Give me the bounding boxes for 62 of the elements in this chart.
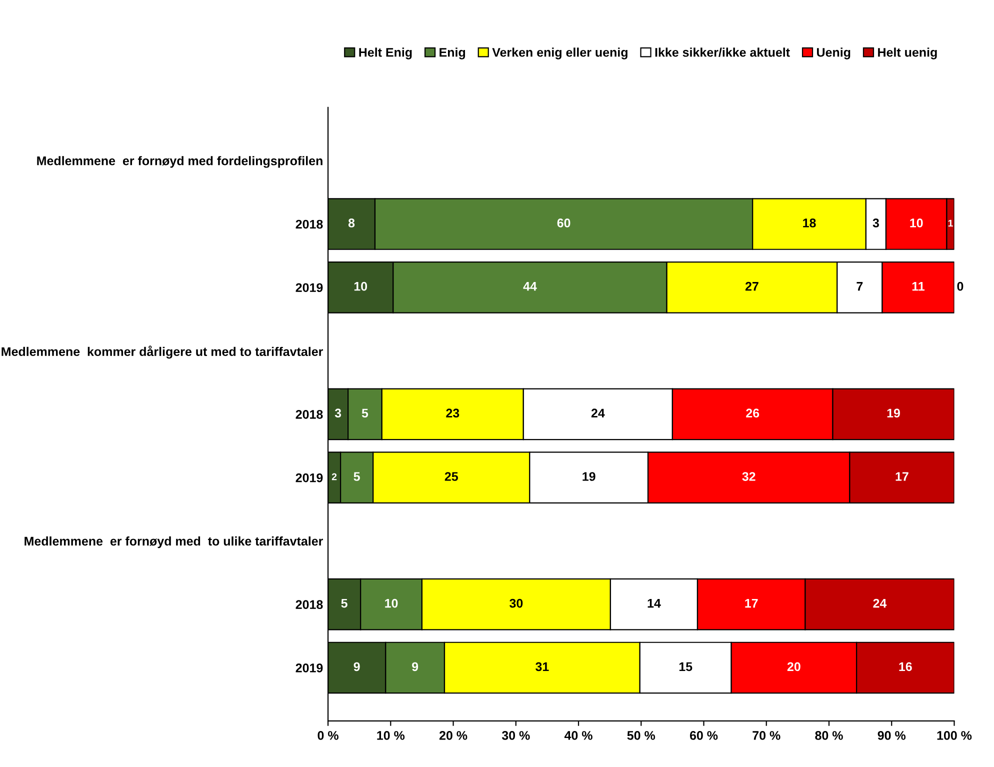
data-label: 44 — [523, 282, 537, 291]
data-label: 8 — [348, 218, 355, 228]
x-tick-label: 80 % — [815, 731, 843, 740]
data-label: 30 — [510, 598, 523, 608]
x-tick-label: 90 % — [878, 731, 906, 740]
data-label: 27 — [745, 282, 758, 291]
x-tick-label: 100 % — [937, 731, 972, 740]
data-label: 5 — [362, 408, 368, 418]
data-label: 14 — [648, 598, 661, 608]
data-label: 9 — [354, 662, 360, 672]
data-label: 3 — [872, 218, 879, 228]
legend-label: Verken enig eller uenig — [492, 48, 628, 60]
y-tick-label: Medlemmene er fornøyd med to ulike tariffavtaler — [24, 536, 323, 548]
x-tick-label: 60 % — [690, 731, 718, 740]
data-label: 15 — [679, 662, 692, 672]
legend-label: Ikke sikker/ikke aktuelt — [655, 48, 790, 57]
x-tick-label: 70 % — [752, 731, 780, 740]
x-tick-label: 30 % — [502, 731, 530, 740]
legend-label: Uenig — [817, 48, 850, 60]
data-label: 0 — [957, 282, 964, 291]
x-tick-label: 20 % — [439, 731, 468, 740]
data-label: 3 — [334, 408, 342, 418]
x-tick-label: 50 % — [627, 731, 656, 740]
y-tick-label: 2018 — [296, 220, 323, 229]
y-tick-label: 2019 — [296, 664, 323, 672]
legend-label: Helt Enig — [359, 48, 412, 60]
legend-label: Enig — [440, 48, 466, 60]
data-label: 24 — [591, 408, 605, 418]
data-label: 7 — [856, 282, 863, 291]
data-label: 26 — [746, 408, 760, 418]
data-label: 24 — [873, 598, 887, 608]
y-tick-label: Medlemmene er fornøyd med fordelingsprofilen — [37, 156, 322, 168]
x-tick-label: 40 % — [564, 731, 592, 740]
data-label: 60 — [557, 218, 570, 228]
data-label: 5 — [341, 598, 348, 608]
y-tick-label: Medlemmene kommer dårligere ut med to tariffavtaler — [2, 346, 323, 359]
y-tick-label: 2018 — [296, 410, 323, 419]
y-tick-label: 2019 — [296, 283, 323, 292]
data-label: 25 — [444, 472, 458, 481]
data-label: 10 — [385, 598, 398, 608]
data-label: 31 — [536, 662, 549, 672]
data-label: 17 — [745, 598, 758, 608]
data-label: 32 — [742, 472, 756, 481]
data-label: 16 — [899, 662, 912, 672]
data-label: 19 — [582, 472, 596, 481]
legend-label: Helt uenig — [878, 48, 937, 60]
y-tick-label: 2018 — [296, 600, 323, 609]
data-label: 11 — [912, 282, 924, 291]
data-label: 23 — [446, 408, 460, 418]
data-label: 18 — [803, 218, 816, 228]
data-label: 2 — [332, 473, 337, 480]
x-tick-label: 0 % — [318, 731, 338, 740]
data-label: 17 — [896, 472, 908, 481]
data-label: 10 — [910, 218, 923, 228]
data-label: 10 — [354, 282, 368, 291]
data-label: 1 — [948, 220, 953, 227]
x-tick-label: 10 % — [377, 731, 405, 740]
data-label: 9 — [412, 662, 418, 672]
y-tick-label: 2019 — [296, 473, 323, 482]
data-label: 5 — [354, 472, 360, 481]
data-label: 20 — [787, 662, 800, 672]
data-label: 19 — [887, 408, 900, 418]
